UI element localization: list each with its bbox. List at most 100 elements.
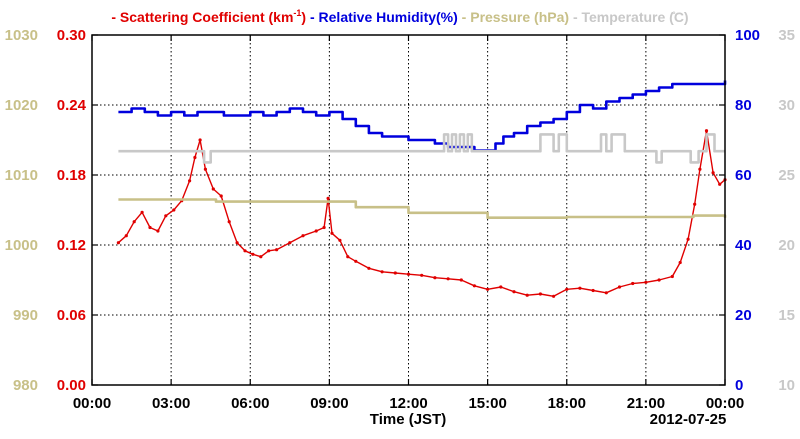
data-point-scattering xyxy=(188,179,192,183)
y-tick-label-scattering: 0.00 xyxy=(57,377,86,394)
data-point-scattering xyxy=(322,225,326,230)
date-label: 2012-07-25 xyxy=(650,411,727,428)
data-point-scattering xyxy=(116,241,120,245)
series-line-pressure xyxy=(118,198,727,219)
data-point-scattering xyxy=(140,210,144,214)
data-point-scattering xyxy=(433,276,437,280)
data-point-scattering xyxy=(330,231,334,235)
data-point-scattering xyxy=(686,237,690,241)
data-point-scattering xyxy=(346,255,350,259)
data-point-scattering xyxy=(698,167,702,171)
x-tick-label: 12:00 xyxy=(389,395,427,412)
data-point-scattering xyxy=(275,248,279,252)
y-tick-label-temperature: 30 xyxy=(778,97,795,114)
data-point-scattering xyxy=(486,287,490,291)
y-tick-label-pressure: 1000 xyxy=(5,237,38,254)
data-point-scattering xyxy=(393,271,397,275)
legend-entry: - Pressure (hPa) xyxy=(458,9,569,25)
legend-entry-tail: ) xyxy=(301,9,306,25)
data-point-scattering xyxy=(459,278,463,282)
y-tick-label-temperature: 20 xyxy=(778,237,795,254)
y-tick-label-humidity: 60 xyxy=(735,167,752,184)
data-point-scattering xyxy=(259,255,263,259)
data-point-scattering xyxy=(164,214,168,218)
data-point-scattering xyxy=(203,167,207,171)
data-point-scattering xyxy=(132,220,136,224)
data-point-scattering xyxy=(124,234,128,238)
data-point-scattering xyxy=(512,290,516,294)
data-point-scattering xyxy=(251,252,255,256)
data-point-scattering xyxy=(631,281,635,286)
x-tick-label: 06:00 xyxy=(231,395,269,412)
y-tick-label-temperature: 10 xyxy=(778,377,795,394)
data-point-scattering xyxy=(148,225,152,230)
data-point-scattering xyxy=(617,285,622,289)
legend-superscript: -1 xyxy=(293,8,301,18)
x-tick-label: 03:00 xyxy=(152,395,190,412)
data-point-scattering xyxy=(193,155,197,160)
y-tick-label-pressure: 980 xyxy=(13,377,38,394)
data-point-scattering xyxy=(367,266,371,270)
x-axis-label: Time (JST) xyxy=(370,411,446,428)
data-point-scattering xyxy=(156,229,160,233)
data-point-scattering xyxy=(314,229,318,233)
x-tick-label: 00:00 xyxy=(706,395,744,412)
y-tick-label-humidity: 40 xyxy=(735,237,752,254)
y-tick-label-humidity: 80 xyxy=(735,97,752,114)
y-tick-label-pressure: 990 xyxy=(13,307,38,324)
y-tick-label-pressure: 1020 xyxy=(5,97,38,114)
x-tick-label: 18:00 xyxy=(548,395,586,412)
data-point-scattering xyxy=(644,280,648,284)
y-tick-label-temperature: 25 xyxy=(778,167,795,184)
y-tick-label-humidity: 0 xyxy=(735,377,743,394)
data-point-scattering xyxy=(267,249,271,253)
data-point-scattering xyxy=(565,287,569,291)
data-point-scattering xyxy=(604,291,608,295)
data-point-scattering xyxy=(380,270,384,274)
data-point-scattering xyxy=(472,284,476,288)
grid-layer xyxy=(92,35,725,385)
legend-entry: - Temperature (̊C) xyxy=(569,9,689,25)
data-point-scattering xyxy=(711,171,715,175)
x-tick-label: 00:00 xyxy=(73,395,111,412)
x-tick-label: 15:00 xyxy=(468,395,506,412)
series-line-temperature xyxy=(118,133,725,164)
y-tick-label-scattering: 0.12 xyxy=(57,237,86,254)
y-tick-label-scattering: 0.24 xyxy=(57,97,87,114)
y-tick-label-humidity: 100 xyxy=(735,27,760,44)
data-point-scattering xyxy=(235,241,239,245)
data-point-scattering xyxy=(693,202,697,206)
data-point-scattering xyxy=(227,220,231,224)
y-tick-label-scattering: 0.18 xyxy=(57,167,86,184)
data-point-scattering xyxy=(243,249,247,253)
data-point-scattering xyxy=(499,285,503,289)
data-point-scattering xyxy=(718,182,722,186)
y-tick-label-scattering: 0.06 xyxy=(57,307,86,324)
y-tick-label-temperature: 35 xyxy=(778,27,795,44)
data-point-scattering xyxy=(525,293,529,297)
legend-entry: - Scattering Coefficient (km xyxy=(111,9,293,25)
data-point-scattering xyxy=(288,241,292,245)
data-point-scattering xyxy=(301,234,305,238)
axes-layer: 00:00 03:00 06:00 09:00 12:00 15:00 18:00 21:00… xyxy=(5,27,795,412)
data-point-scattering xyxy=(578,286,582,290)
data-point-scattering xyxy=(552,294,556,298)
data-point-scattering xyxy=(326,196,330,200)
series-layer xyxy=(116,80,727,298)
data-point-scattering xyxy=(420,273,424,277)
data-point-scattering xyxy=(538,292,543,296)
data-point-scattering xyxy=(591,288,595,293)
data-point-scattering xyxy=(657,278,661,282)
y-tick-label-humidity: 20 xyxy=(735,307,752,324)
data-point-scattering xyxy=(446,277,450,281)
data-point-scattering xyxy=(219,194,223,198)
data-point-scattering xyxy=(406,272,411,276)
y-tick-label-pressure: 1030 xyxy=(5,27,38,44)
data-point-scattering xyxy=(338,238,342,242)
data-point-scattering xyxy=(172,208,176,212)
y-tick-label-scattering: 0.30 xyxy=(57,27,86,44)
data-point-scattering xyxy=(354,259,358,263)
x-tick-label: 09:00 xyxy=(310,395,348,412)
